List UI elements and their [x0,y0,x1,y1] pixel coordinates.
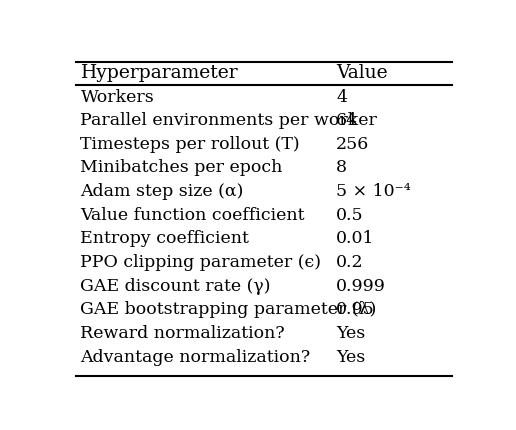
Text: Parallel environments per worker: Parallel environments per worker [80,112,377,129]
Text: Value: Value [336,64,388,83]
Text: Adam step size (α): Adam step size (α) [80,183,244,200]
Text: Reward normalization?: Reward normalization? [80,325,285,342]
Text: Hyperparameter: Hyperparameter [80,64,238,83]
Text: 8: 8 [336,160,347,176]
Text: GAE bootstrapping parameter (λ): GAE bootstrapping parameter (λ) [80,301,377,318]
Text: 0.999: 0.999 [336,278,386,295]
Text: 64: 64 [336,112,358,129]
Text: Timesteps per rollout (T): Timesteps per rollout (T) [80,136,300,153]
Text: Workers: Workers [80,89,154,105]
Text: 0.01: 0.01 [336,230,375,247]
Text: 0.5: 0.5 [336,207,364,224]
Text: 0.2: 0.2 [336,254,364,271]
Text: Yes: Yes [336,349,365,366]
Text: 5 × 10⁻⁴: 5 × 10⁻⁴ [336,183,411,200]
Text: 4: 4 [336,89,347,105]
Text: PPO clipping parameter (ϵ): PPO clipping parameter (ϵ) [80,254,321,271]
Text: 256: 256 [336,136,369,153]
Text: Entropy coefficient: Entropy coefficient [80,230,249,247]
Text: GAE discount rate (γ): GAE discount rate (γ) [80,278,271,295]
Text: Yes: Yes [336,325,365,342]
Text: Advantage normalization?: Advantage normalization? [80,349,311,366]
Text: Minibatches per epoch: Minibatches per epoch [80,160,283,176]
Text: 0.95: 0.95 [336,301,375,318]
Text: Value function coefficient: Value function coefficient [80,207,305,224]
